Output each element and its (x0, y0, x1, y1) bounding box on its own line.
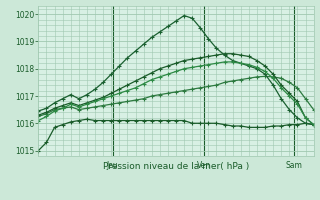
Text: Sam: Sam (286, 161, 303, 170)
Text: Ven: Ven (196, 161, 211, 170)
X-axis label: Pression niveau de la mer( hPa ): Pression niveau de la mer( hPa ) (103, 162, 249, 171)
Text: Jeu: Jeu (107, 161, 119, 170)
